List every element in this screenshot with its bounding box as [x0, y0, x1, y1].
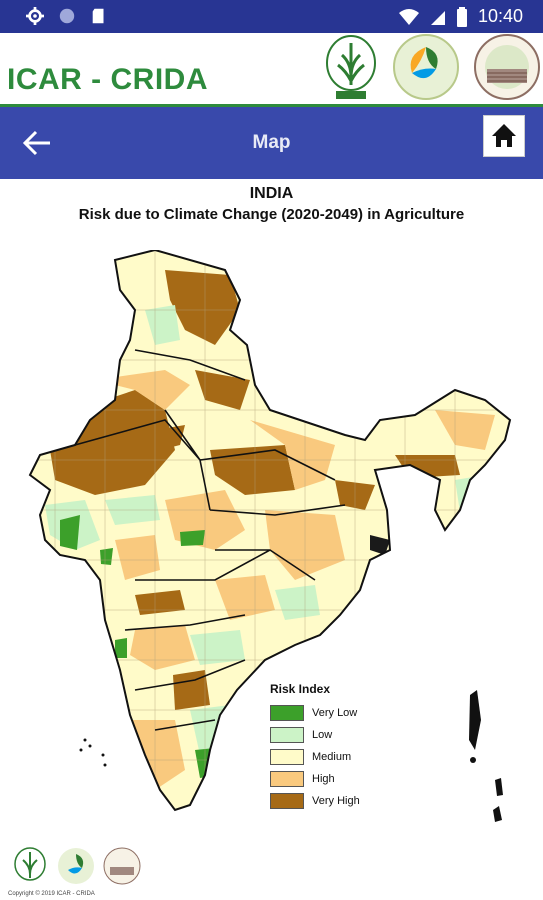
legend-swatch — [270, 727, 304, 743]
home-icon — [492, 124, 516, 147]
app-bar-title: Map — [252, 132, 291, 153]
brand-divider — [0, 104, 543, 107]
battery-icon — [456, 6, 467, 27]
back-arrow-icon[interactable] — [20, 127, 54, 159]
map-legend: Risk Index Very Low Low Medium High Very… — [270, 682, 360, 812]
legend-item: Medium — [270, 746, 360, 768]
legend-swatch — [270, 793, 304, 809]
icar-logo — [326, 35, 376, 99]
lakshadweep-islands — [79, 738, 107, 767]
legend-swatch — [270, 705, 304, 721]
legend-label: Medium — [312, 751, 352, 763]
signal-icon — [430, 10, 445, 25]
status-time: 10:40 — [477, 6, 523, 26]
footer-logos — [10, 846, 142, 886]
india-outline — [28, 250, 512, 812]
legend-item: Very Low — [270, 702, 360, 724]
legend-item: Low — [270, 724, 360, 746]
home-button[interactable] — [483, 115, 525, 157]
copyright-text: Copyright © 2019 ICAR - CRIDA — [8, 891, 95, 897]
legend-title: Risk Index — [270, 682, 331, 696]
status-bar: 10:40 — [0, 0, 543, 33]
brand-title: ICAR - CRIDA — [7, 63, 208, 96]
settings-icon — [26, 7, 44, 25]
andaman-nicobar-islands — [469, 690, 503, 822]
legend-label: Low — [312, 729, 333, 741]
institute-seal-logo — [474, 34, 540, 100]
nicra-footer-logo — [58, 848, 94, 884]
legend-label: High — [312, 773, 335, 785]
wifi-icon — [398, 8, 419, 25]
map-title: INDIA — [249, 185, 294, 202]
app-bar: Map — [0, 107, 543, 179]
circle-icon — [59, 8, 75, 24]
india-risk-map[interactable] — [15, 250, 530, 850]
legend-label: Very Low — [312, 707, 358, 719]
legend-swatch — [270, 771, 304, 787]
map-subtitle: Risk due to Climate Change (2020-2049) i… — [78, 206, 465, 223]
legend-item: High — [270, 768, 360, 790]
legend-label: Very High — [312, 795, 360, 807]
legend-swatch — [270, 749, 304, 765]
brand-header: ICAR - CRIDA — [0, 33, 543, 105]
nicra-logo — [393, 34, 459, 100]
state-boundaries — [74, 349, 346, 731]
legend-item: Very High — [270, 790, 360, 812]
sd-card-icon — [92, 8, 104, 24]
icar-footer-logo — [14, 847, 46, 881]
institute-footer-logo — [103, 847, 141, 885]
